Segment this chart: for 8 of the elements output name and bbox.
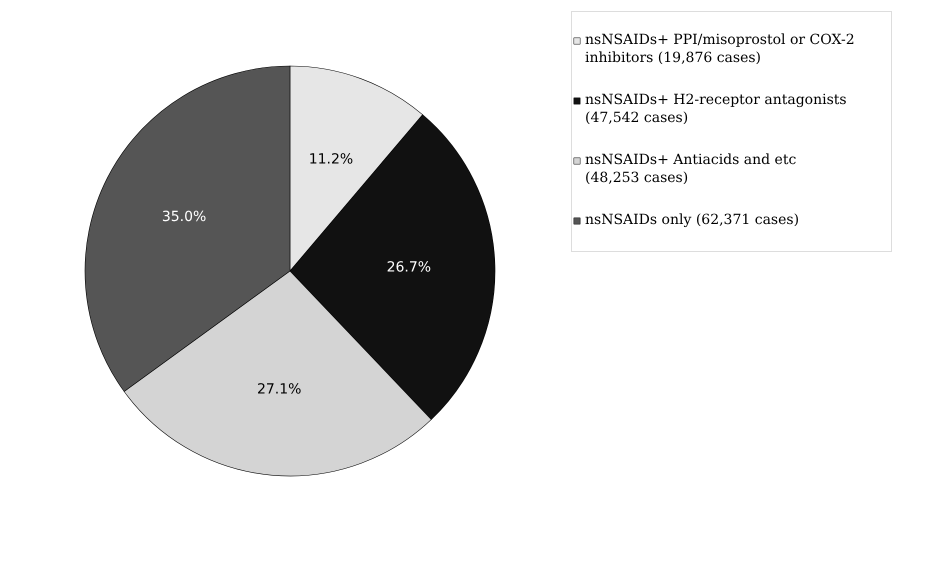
legend-label: nsNSAIDs+ H2-receptor antagonists (47,542 cases) bbox=[585, 92, 847, 126]
legend-label: nsNSAIDs+ Antiacids and etc (48,253 cases) bbox=[585, 152, 796, 186]
legend-label: nsNSAIDs+ PPI/misoprostol or COX-2 inhibitors (19,876 cases) bbox=[585, 32, 855, 66]
data-label: 35.0% bbox=[162, 209, 206, 226]
legend-label: nsNSAIDs only (62,371 cases) bbox=[585, 212, 800, 228]
data-label: 26.7% bbox=[386, 260, 432, 276]
data-label: 11.2% bbox=[308, 151, 354, 168]
data-label: 27.1% bbox=[256, 381, 302, 398]
